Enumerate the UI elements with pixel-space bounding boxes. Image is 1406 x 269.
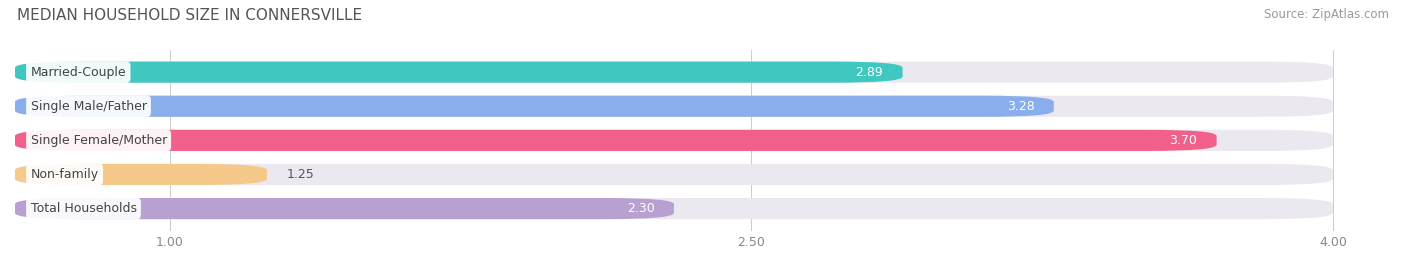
Text: 3.28: 3.28 <box>1007 100 1035 113</box>
Text: 2.30: 2.30 <box>627 202 655 215</box>
Text: MEDIAN HOUSEHOLD SIZE IN CONNERSVILLE: MEDIAN HOUSEHOLD SIZE IN CONNERSVILLE <box>17 8 361 23</box>
Text: 1.25: 1.25 <box>287 168 314 181</box>
FancyBboxPatch shape <box>15 96 1333 117</box>
FancyBboxPatch shape <box>15 164 1333 185</box>
Text: Source: ZipAtlas.com: Source: ZipAtlas.com <box>1264 8 1389 21</box>
Text: Single Female/Mother: Single Female/Mother <box>31 134 167 147</box>
FancyBboxPatch shape <box>15 96 1053 117</box>
FancyBboxPatch shape <box>15 130 1333 151</box>
FancyBboxPatch shape <box>15 198 673 219</box>
FancyBboxPatch shape <box>15 62 1333 83</box>
FancyBboxPatch shape <box>15 198 1333 219</box>
Text: Total Households: Total Households <box>31 202 136 215</box>
Text: Single Male/Father: Single Male/Father <box>31 100 146 113</box>
Text: 2.89: 2.89 <box>855 66 883 79</box>
FancyBboxPatch shape <box>15 62 903 83</box>
Text: Non-family: Non-family <box>31 168 98 181</box>
Text: Married-Couple: Married-Couple <box>31 66 127 79</box>
Text: 3.70: 3.70 <box>1170 134 1197 147</box>
FancyBboxPatch shape <box>15 164 267 185</box>
FancyBboxPatch shape <box>15 130 1216 151</box>
